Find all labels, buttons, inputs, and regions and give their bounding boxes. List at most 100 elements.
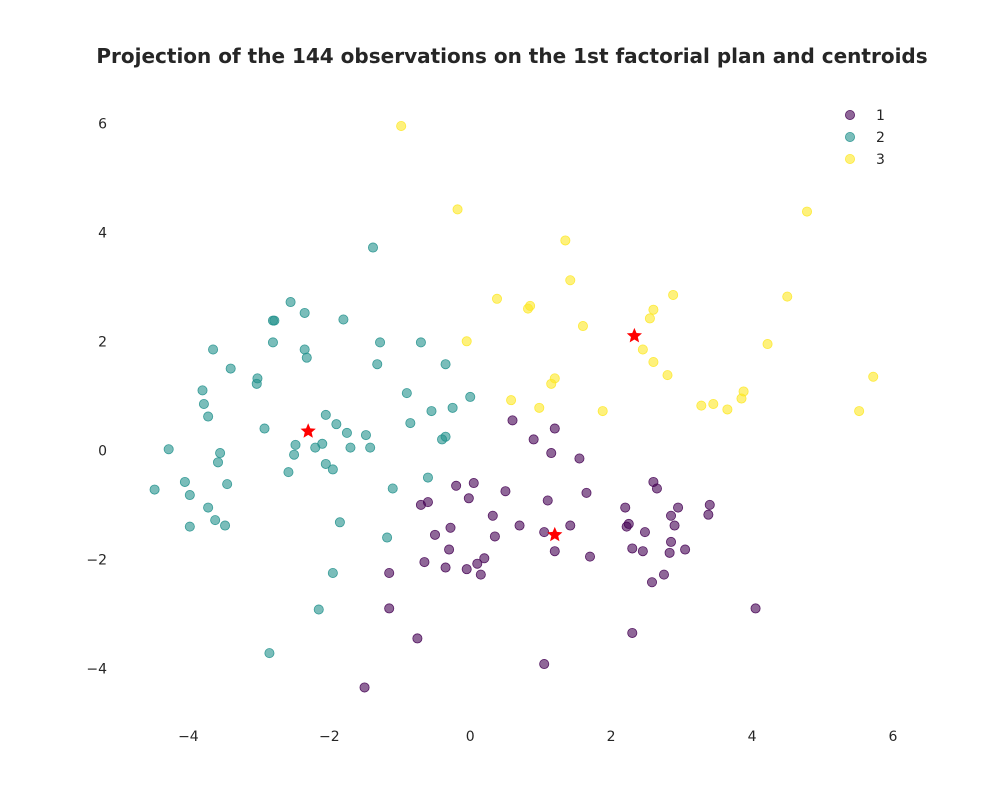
- point-cluster-2-19: [203, 411, 214, 422]
- point-cluster-2-15: [372, 359, 383, 370]
- points-layer: [149, 120, 879, 693]
- point-cluster-2-45: [179, 476, 190, 487]
- point-cluster-1-22: [489, 531, 500, 542]
- point-cluster-2-36: [365, 442, 376, 453]
- point-cluster-2-46: [222, 479, 233, 490]
- point-cluster-2-20: [401, 388, 412, 399]
- point-cluster-3-25: [708, 398, 719, 409]
- centroid-star-1: [300, 423, 316, 438]
- point-cluster-1-24: [461, 564, 472, 575]
- point-cluster-1-46: [647, 577, 658, 588]
- point-cluster-1-32: [621, 521, 632, 532]
- legend-marker-1: [845, 110, 856, 121]
- point-cluster-2-2: [299, 307, 310, 318]
- point-cluster-2-1: [285, 297, 296, 308]
- point-cluster-3-11: [644, 313, 655, 324]
- point-cluster-1-19: [384, 567, 395, 578]
- point-cluster-1-9: [463, 493, 474, 504]
- centroid-star-3: [547, 526, 563, 542]
- x-tick-label: 2: [607, 729, 616, 745]
- point-cluster-2-24: [320, 409, 331, 420]
- point-cluster-1-2: [549, 423, 560, 434]
- point-cluster-1-8: [468, 478, 479, 489]
- point-cluster-1-43: [666, 536, 677, 547]
- point-cluster-3-26: [722, 404, 733, 415]
- point-cluster-2-28: [341, 427, 352, 438]
- x-axis-ticks: −4 −2 0 2 4 6: [178, 729, 897, 745]
- point-cluster-2-8: [301, 352, 312, 363]
- point-cluster-2-5: [338, 314, 349, 325]
- point-cluster-2-14: [251, 378, 262, 389]
- point-cluster-2-35: [345, 442, 356, 453]
- point-cluster-3-10: [648, 304, 659, 315]
- point-cluster-3-16: [648, 357, 659, 368]
- point-cluster-2-51: [210, 515, 221, 526]
- y-tick-label: 4: [98, 225, 107, 241]
- point-cluster-2-41: [320, 458, 331, 469]
- centroid-star-2: [626, 327, 642, 343]
- point-cluster-1-30: [620, 502, 631, 513]
- point-cluster-1-7: [451, 480, 462, 491]
- point-cluster-1-1: [528, 434, 539, 445]
- y-axis-ticks: −4 −2 0 2 4 6: [86, 116, 107, 677]
- point-cluster-3-28: [597, 406, 608, 417]
- point-cluster-3-17: [662, 370, 673, 381]
- point-cluster-1-34: [651, 483, 662, 494]
- legend-label-3: 3: [876, 152, 885, 168]
- x-tick-label: −2: [319, 729, 340, 745]
- point-cluster-3-20: [546, 378, 557, 389]
- legend: 1 2 3: [845, 108, 885, 168]
- point-cluster-1-52: [539, 659, 550, 670]
- point-cluster-2-22: [447, 402, 458, 413]
- point-cluster-3-12: [577, 321, 588, 332]
- point-cluster-2-11: [208, 344, 219, 355]
- point-cluster-3-22: [506, 395, 517, 406]
- point-cluster-1-12: [581, 487, 592, 498]
- point-cluster-1-51: [412, 633, 423, 644]
- point-cluster-2-49: [387, 483, 398, 494]
- point-cluster-2-31: [437, 434, 448, 445]
- point-cluster-3-3: [560, 235, 571, 246]
- point-cluster-2-50: [203, 502, 214, 513]
- point-cluster-2-25: [331, 419, 342, 430]
- point-cluster-2-26: [405, 418, 416, 429]
- point-cluster-1-27: [475, 569, 486, 580]
- point-cluster-2-47: [149, 484, 160, 495]
- point-cluster-2-52: [220, 520, 231, 531]
- point-cluster-1-6: [422, 497, 433, 508]
- point-cluster-3-6: [668, 289, 679, 300]
- point-cluster-2-43: [283, 467, 294, 478]
- point-cluster-3-2: [802, 206, 813, 217]
- legend-label-1: 1: [876, 108, 885, 124]
- point-cluster-1-26: [479, 553, 490, 564]
- point-cluster-1-17: [539, 527, 550, 538]
- point-cluster-2-27: [259, 423, 270, 434]
- point-cluster-3-29: [854, 406, 865, 417]
- point-cluster-3-9: [523, 303, 534, 314]
- chart-title: Projection of the 144 observations on th…: [96, 44, 927, 68]
- point-cluster-3-27: [534, 402, 545, 413]
- point-cluster-2-38: [215, 448, 226, 459]
- point-cluster-1-3: [546, 448, 557, 459]
- point-cluster-3-18: [868, 371, 879, 382]
- point-cluster-3-13: [461, 336, 472, 347]
- centroids-layer: [300, 327, 642, 542]
- x-tick-label: 0: [466, 729, 475, 745]
- y-tick-label: −4: [86, 661, 107, 677]
- point-cluster-2-57: [313, 604, 324, 615]
- point-cluster-1-45: [680, 544, 691, 555]
- point-cluster-2-18: [198, 398, 209, 409]
- y-tick-label: 2: [98, 334, 107, 350]
- point-cluster-1-36: [666, 510, 677, 521]
- point-cluster-1-4: [574, 453, 585, 464]
- point-cluster-2-53: [184, 521, 195, 532]
- point-cluster-2-58: [264, 648, 275, 659]
- point-cluster-2-23: [465, 391, 476, 402]
- x-tick-label: −4: [178, 729, 199, 745]
- point-cluster-2-39: [289, 449, 300, 460]
- point-cluster-2-42: [327, 464, 338, 475]
- point-cluster-3-15: [637, 344, 648, 355]
- point-cluster-2-7: [299, 344, 310, 355]
- point-cluster-1-25: [472, 558, 483, 569]
